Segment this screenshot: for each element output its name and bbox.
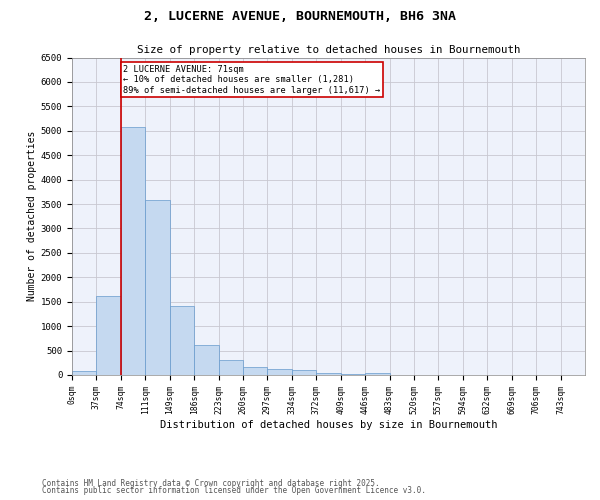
- Text: 2 LUCERNE AVENUE: 71sqm
← 10% of detached houses are smaller (1,281)
89% of semi: 2 LUCERNE AVENUE: 71sqm ← 10% of detache…: [124, 65, 380, 94]
- Text: Contains public sector information licensed under the Open Government Licence v3: Contains public sector information licen…: [42, 486, 426, 495]
- Bar: [194, 345, 218, 375]
- X-axis label: Distribution of detached houses by size in Bournemouth: Distribution of detached houses by size …: [160, 420, 497, 430]
- Text: Contains HM Land Registry data © Crown copyright and database right 2025.: Contains HM Land Registry data © Crown c…: [42, 478, 380, 488]
- Bar: [316, 373, 341, 375]
- Text: 2, LUCERNE AVENUE, BOURNEMOUTH, BH6 3NA: 2, LUCERNE AVENUE, BOURNEMOUTH, BH6 3NA: [144, 10, 456, 23]
- Bar: [145, 200, 170, 375]
- Y-axis label: Number of detached properties: Number of detached properties: [26, 131, 37, 302]
- Bar: [292, 370, 316, 375]
- Bar: [218, 360, 243, 375]
- Bar: [97, 296, 121, 375]
- Bar: [268, 369, 292, 375]
- Bar: [72, 372, 97, 375]
- Bar: [170, 306, 194, 375]
- Bar: [243, 368, 268, 375]
- Bar: [365, 372, 389, 375]
- Bar: [341, 374, 365, 375]
- Title: Size of property relative to detached houses in Bournemouth: Size of property relative to detached ho…: [137, 46, 520, 56]
- Bar: [121, 127, 145, 375]
